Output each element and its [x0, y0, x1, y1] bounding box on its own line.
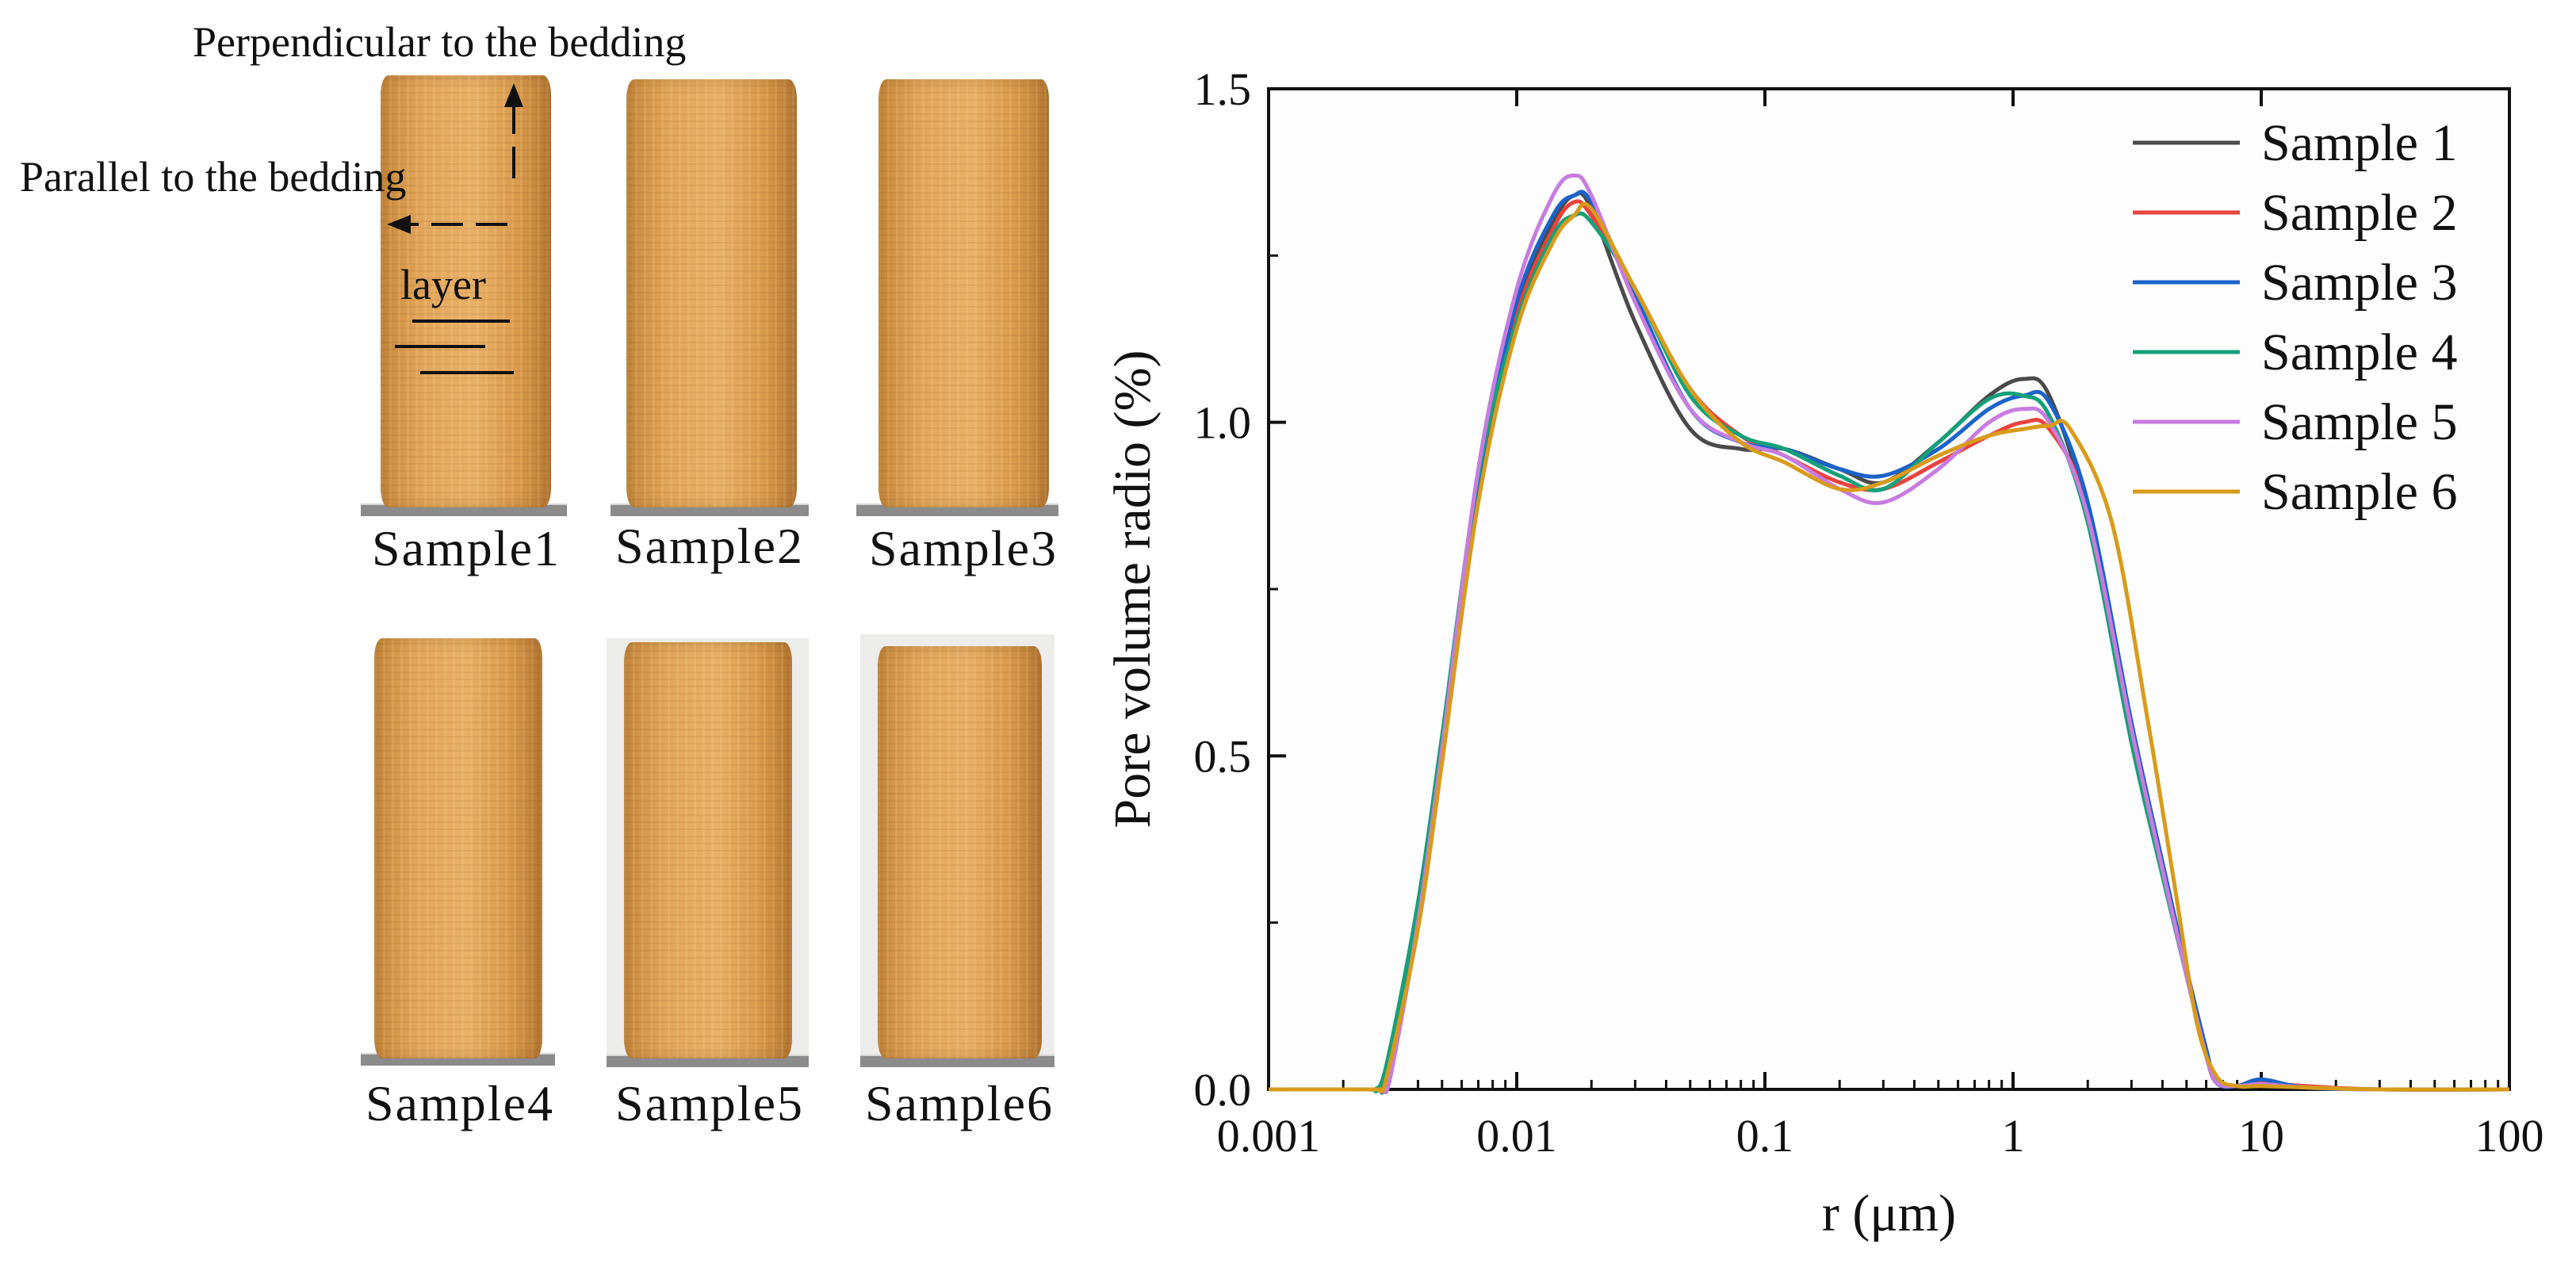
plot-frame: [1267, 87, 2511, 1091]
sample-core-photo: [878, 79, 1049, 507]
sample-photo-panel: Perpendicular to the bedding Parallel to…: [0, 0, 1110, 1267]
legend-label: Sample 1: [2261, 114, 2457, 172]
legend-label: Sample 2: [2261, 184, 2457, 242]
annotation-layer: layer: [400, 261, 486, 308]
y-tick-label: 1.0: [1194, 397, 1252, 449]
legend-label: Sample 3: [2261, 254, 2457, 312]
sample-label: Sample3: [869, 520, 1058, 576]
sample-label: Sample4: [366, 1075, 554, 1131]
annotation-perpendicular: Perpendicular to the bedding: [193, 18, 687, 66]
x-tick-label: 0.1: [1736, 1110, 1794, 1162]
sample-label: Sample2: [615, 518, 804, 574]
legend-label: Sample 5: [2261, 393, 2457, 451]
x-tick-label: 1: [2002, 1110, 2025, 1162]
x-tick-label: 10: [2238, 1110, 2284, 1162]
bedding-arrows: [387, 83, 523, 374]
legend-label: Sample 4: [2261, 323, 2457, 381]
x-tick-label: 0.01: [1476, 1110, 1557, 1162]
parallel-arrow-head: [387, 215, 411, 234]
annotation-parallel: Parallel to the bedding: [20, 153, 407, 201]
y-axis-title: Pore volume radio (%): [1104, 350, 1162, 829]
y-tick-label: 0.0: [1194, 1064, 1252, 1116]
sample-core-photo: [624, 642, 792, 1058]
x-tick-label: 0.001: [1217, 1110, 1321, 1162]
sample-core-photo: [374, 638, 542, 1058]
legend-label: Sample 6: [2261, 463, 2457, 521]
perpendicular-arrow-head: [504, 83, 523, 107]
sample-label: Sample5: [615, 1075, 804, 1131]
y-tick-label: 0.5: [1194, 730, 1252, 782]
pore-volume-chart: 0.001 0.01 0.1 1 10 100 0.0 0.5 1.0 1.5 Sample 1 S…: [1104, 63, 2544, 1242]
sample-core-photo: [381, 75, 551, 507]
series-line-6: [1269, 201, 2510, 1094]
x-axis-title: r (μm): [1822, 1185, 1956, 1242]
x-tick-label: 100: [2475, 1110, 2544, 1162]
sample-label: Sample1: [372, 520, 561, 576]
sample-core-photo: [878, 646, 1042, 1058]
sample-core-photo: [626, 79, 797, 507]
y-tick-label: 1.5: [1194, 63, 1252, 115]
sample-label: Sample6: [865, 1075, 1054, 1131]
